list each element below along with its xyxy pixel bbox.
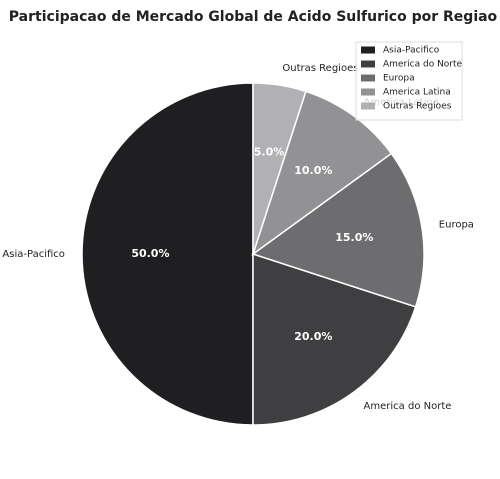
- value-label: 20.0%: [294, 330, 332, 343]
- legend-label: America do Norte: [383, 60, 463, 70]
- value-label: 5.0%: [254, 146, 285, 159]
- value-label: 10.0%: [294, 164, 332, 177]
- pie-slice: [251, 90, 393, 256]
- legend-label: Asia-Pacifico: [383, 46, 440, 56]
- legend-swatch: [361, 74, 375, 82]
- legend-swatch: [361, 60, 375, 68]
- legend-label: America Latina: [383, 88, 451, 98]
- slice-label: Europa: [439, 220, 474, 231]
- slice-label: Asia-Pacifico: [2, 249, 64, 260]
- legend-label: Outras Regioes: [383, 102, 452, 112]
- value-label: 50.0%: [131, 247, 169, 260]
- legend-swatch: [361, 88, 375, 96]
- slice-label: America do Norte: [364, 401, 452, 412]
- legend-swatch: [361, 102, 375, 110]
- legend-swatch: [361, 46, 375, 54]
- pie-slice: [252, 82, 307, 255]
- pie-slice: [81, 82, 254, 426]
- pie-slice: [251, 152, 425, 308]
- pie-slice: [252, 252, 417, 426]
- legend-label: Europa: [383, 74, 415, 84]
- chart-title: Participacao de Mercado Global de Acido …: [9, 9, 498, 25]
- slice-label: Outras Regioes: [282, 63, 358, 74]
- value-label: 15.0%: [335, 231, 373, 244]
